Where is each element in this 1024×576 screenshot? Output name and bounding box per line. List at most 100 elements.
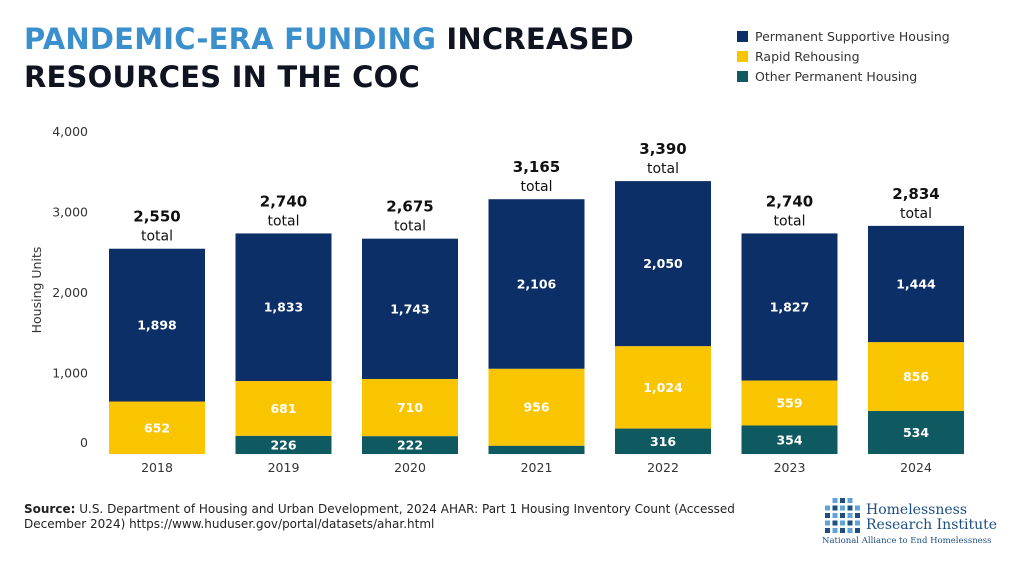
legend-item-oph: Other Permanent Housing (737, 66, 950, 86)
logo-dot (847, 513, 853, 518)
total-value-label: 2,740 (260, 192, 307, 210)
data-label: 652 (144, 420, 170, 435)
y-tick-label: 1,000 (52, 366, 88, 381)
bar-segment-permanent-supportive-housing (741, 233, 838, 381)
total-value-label: 2,550 (133, 208, 180, 226)
source-note: Source: U.S. Department of Housing and U… (24, 502, 764, 532)
legend-swatch-psh (737, 30, 748, 42)
logo-dot (847, 520, 853, 526)
logo-dot (840, 520, 845, 526)
bar-segment-rapid-rehousing (741, 380, 838, 426)
data-label: 681 (270, 401, 296, 416)
data-label: 222 (397, 438, 423, 453)
logo-dot (825, 520, 830, 526)
total-word-label: total (773, 213, 805, 229)
x-tick-label: 2018 (141, 460, 173, 475)
bar-segment-other-permanent-housing (235, 435, 332, 454)
logo-dot (832, 520, 838, 526)
logo-dot (847, 505, 853, 511)
y-axis-label: Housing Units (29, 247, 44, 334)
title-line2: RESOURCES IN THE COC (24, 60, 420, 94)
total-word-label: total (900, 206, 932, 222)
data-label: 1,898 (137, 318, 177, 333)
logo-dot (847, 498, 853, 503)
bar-segment-permanent-supportive-housing (362, 238, 458, 379)
logo-dot (832, 528, 838, 533)
chart-title: PANDEMIC-ERA FUNDING INCREASED RESOURCES … (24, 20, 634, 96)
total-value-label: 3,390 (639, 140, 686, 158)
y-tick-label: 3,000 (52, 205, 88, 220)
logo-dot (825, 505, 830, 511)
logo-dot (832, 498, 838, 503)
bar-segment-rapid-rehousing (109, 401, 205, 454)
total-value-label: 3,165 (513, 158, 560, 176)
logo-dot (840, 505, 845, 511)
data-label: 956 (523, 400, 549, 415)
logo-line2: Research Institute (866, 517, 998, 533)
bar-segment-rapid-rehousing (615, 346, 711, 429)
title-rest: INCREASED (446, 22, 634, 56)
legend: Permanent Supportive Housing Rapid Rehou… (737, 26, 950, 86)
bar-segment-permanent-supportive-housing (235, 233, 332, 381)
hri-logo: Homelessness Research Institute National… (822, 494, 1002, 550)
x-axis: 2018 2019 2020 2021 2022 2023 2024 (141, 460, 932, 475)
y-axis: 0 1,000 2,000 3,000 4,000 (52, 124, 88, 450)
x-tick-label: 2023 (774, 460, 806, 475)
logo-dot (832, 505, 838, 511)
legend-item-psh: Permanent Supportive Housing (737, 26, 950, 46)
logo-tagline: National Alliance to End Homelessness (822, 536, 992, 546)
x-tick-label: 2021 (521, 460, 553, 475)
legend-swatch-rrh (737, 50, 748, 62)
bar-segment-other-permanent-housing (741, 425, 838, 454)
bar-segment-permanent-supportive-housing (488, 199, 585, 369)
bar-segment-rapid-rehousing (362, 378, 458, 437)
bar-segment-other-permanent-housing (488, 445, 585, 454)
logo-dot (832, 513, 838, 518)
logo-dot (855, 528, 860, 533)
x-tick-label: 2019 (268, 460, 300, 475)
data-label: 559 (776, 396, 802, 411)
x-tick-label: 2022 (647, 460, 679, 475)
legend-label-oph: Other Permanent Housing (755, 68, 918, 84)
data-label: 354 (776, 432, 802, 447)
source-label: Source: (24, 502, 76, 516)
bar-segment-rapid-rehousing (488, 368, 585, 446)
logo-dot (840, 528, 845, 533)
bar-segment-other-permanent-housing (362, 436, 458, 454)
data-label: 2,106 (517, 276, 557, 291)
logo-dot (855, 505, 860, 511)
data-label: 710 (397, 400, 423, 415)
bar-segment-permanent-supportive-housing (868, 225, 964, 343)
x-tick-label: 2024 (900, 460, 932, 475)
logo-line1: Homelessness (866, 502, 968, 518)
bars: 652 1,898 2,550 total 226 681 1,833 2,740 total 2… (109, 140, 964, 454)
logo-dot (855, 520, 860, 526)
total-word-label: total (267, 213, 299, 229)
data-label: 1,833 (264, 300, 304, 315)
total-word-label: total (647, 161, 679, 177)
source-text: U.S. Department of Housing and Urban Dev… (24, 502, 735, 531)
data-label: 1,444 (896, 276, 936, 291)
legend-label-psh: Permanent Supportive Housing (755, 28, 950, 44)
title-highlight: PANDEMIC-ERA FUNDING (24, 22, 437, 56)
logo-dot (825, 528, 830, 533)
data-label: 316 (650, 434, 676, 449)
dot-grid-icon (825, 498, 860, 533)
total-value-label: 2,834 (892, 185, 939, 203)
bar-segment-permanent-supportive-housing (109, 248, 205, 402)
data-label: 2,050 (643, 256, 683, 271)
data-label: 534 (903, 425, 929, 440)
logo-dot (840, 498, 845, 503)
total-word-label: total (141, 229, 173, 245)
bar-segment-other-permanent-housing (868, 411, 964, 454)
logo-dot (847, 528, 853, 533)
logo-dot (840, 513, 845, 518)
data-label: 856 (903, 369, 929, 384)
y-tick-label: 2,000 (52, 285, 88, 300)
total-value-label: 2,675 (386, 198, 433, 216)
bar-segment-rapid-rehousing (235, 380, 332, 436)
legend-item-rrh: Rapid Rehousing (737, 46, 950, 66)
total-word-label: total (520, 179, 552, 195)
data-label: 1,743 (390, 301, 430, 316)
